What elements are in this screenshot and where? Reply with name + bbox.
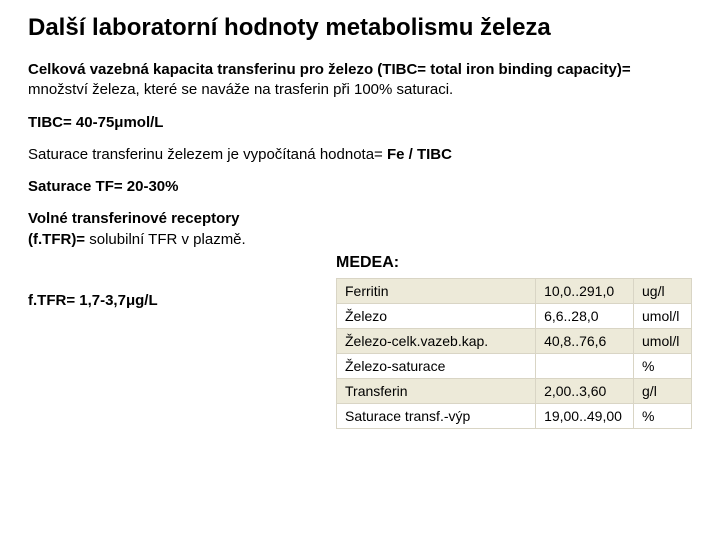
ftfr-intro-line2-rest: solubilní TFR v plazmě.	[89, 231, 245, 248]
medea-label: MEDEA:	[336, 254, 692, 272]
table-cell-range: 19,00..49,00	[536, 403, 634, 428]
table-cell-range: 2,00..3,60	[536, 378, 634, 403]
ftfr-intro-line2-lead: (f.TFR)=	[28, 231, 89, 248]
table-cell-unit: g/l	[634, 378, 692, 403]
table-cell-unit: %	[634, 403, 692, 428]
ftfr-intro-line1: Volné transferinové receptory	[28, 210, 239, 227]
ftfr-value: f.TFR= 1,7-3,7μg/L	[28, 278, 336, 309]
tibc-definition-lead: Celková vazebná kapacita transferinu pro…	[28, 61, 631, 78]
table-cell-range: 40,8..76,6	[536, 328, 634, 353]
table-row: Železo-saturace%	[337, 353, 692, 378]
table-cell-name: Ferritin	[337, 278, 536, 303]
table-cell-name: Železo-saturace	[337, 353, 536, 378]
table-cell-unit: umol/l	[634, 303, 692, 328]
table-row: Ferritin10,0..291,0ug/l	[337, 278, 692, 303]
table-row: Saturace transf.-výp19,00..49,00%	[337, 403, 692, 428]
table-cell-range: 6,6..28,0	[536, 303, 634, 328]
table-cell-range	[536, 353, 634, 378]
saturation-tf-range: Saturace TF= 20-30%	[28, 177, 692, 197]
saturation-description-text: Saturace transferinu železem je vypočíta…	[28, 146, 387, 163]
table-row: Železo-celk.vazeb.kap.40,8..76,6umol/l	[337, 328, 692, 353]
tibc-definition: Celková vazebná kapacita transferinu pro…	[28, 60, 692, 101]
table-cell-unit: ug/l	[634, 278, 692, 303]
tibc-definition-rest: množství železa, které se naváže na tras…	[28, 81, 453, 98]
table-cell-unit: %	[634, 353, 692, 378]
ftfr-intro: Volné transferinové receptory (f.TFR)= s…	[28, 209, 692, 250]
table-cell-name: Železo-celk.vazeb.kap.	[337, 328, 536, 353]
page-title: Další laboratorní hodnoty metabolismu že…	[28, 14, 692, 42]
table-cell-name: Železo	[337, 303, 536, 328]
saturation-description: Saturace transferinu železem je vypočíta…	[28, 145, 692, 165]
tibc-range: TIBC= 40-75μmol/L	[28, 113, 692, 133]
table-row: Transferin2,00..3,60g/l	[337, 378, 692, 403]
table-cell-name: Saturace transf.-výp	[337, 403, 536, 428]
medea-table: Ferritin10,0..291,0ug/lŽelezo6,6..28,0um…	[336, 278, 692, 429]
table-cell-range: 10,0..291,0	[536, 278, 634, 303]
table-cell-unit: umol/l	[634, 328, 692, 353]
saturation-formula: Fe / TIBC	[387, 146, 452, 163]
table-row: Železo6,6..28,0umol/l	[337, 303, 692, 328]
table-cell-name: Transferin	[337, 378, 536, 403]
